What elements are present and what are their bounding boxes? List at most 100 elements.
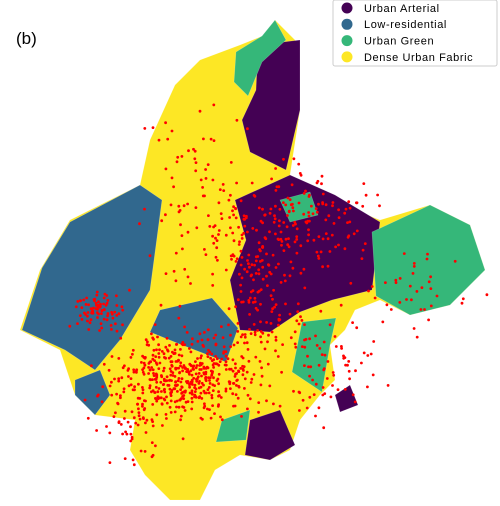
incident-point <box>137 411 141 414</box>
incident-point <box>361 204 365 208</box>
incident-point <box>232 239 236 243</box>
incident-point <box>435 294 439 298</box>
incident-point <box>217 201 221 205</box>
incident-point <box>143 126 147 130</box>
incident-point <box>122 390 126 394</box>
incident-point <box>269 322 273 325</box>
incident-point <box>169 399 173 403</box>
incident-point <box>155 380 159 384</box>
incident-point <box>214 333 218 337</box>
incident-point <box>214 236 217 240</box>
incident-point <box>182 394 186 397</box>
incident-point <box>293 240 297 244</box>
incident-point <box>317 406 321 410</box>
incident-point <box>279 237 283 241</box>
incident-point <box>119 423 123 426</box>
incident-point <box>169 370 173 373</box>
incident-point <box>286 243 290 247</box>
incident-point <box>181 340 185 344</box>
incident-point <box>141 386 144 389</box>
incident-point <box>161 424 164 427</box>
incident-point <box>384 281 387 284</box>
incident-point <box>190 407 194 411</box>
incident-point <box>277 323 280 327</box>
incident-point <box>183 343 187 347</box>
incident-point <box>286 196 290 200</box>
incident-point <box>205 391 208 395</box>
incident-point <box>193 383 197 387</box>
incident-point <box>179 361 183 365</box>
incident-point <box>228 216 232 219</box>
incident-point <box>372 340 376 343</box>
incident-point <box>389 308 393 311</box>
incident-point <box>114 322 117 326</box>
incident-point <box>197 396 201 400</box>
incident-point <box>274 349 277 353</box>
incident-point <box>297 162 301 166</box>
incident-point <box>334 345 338 348</box>
incident-point <box>234 393 238 396</box>
incident-point <box>186 202 190 206</box>
incident-point <box>157 352 161 355</box>
incident-point <box>229 367 233 371</box>
incident-point <box>232 343 236 347</box>
incident-point <box>140 361 143 364</box>
incident-point <box>261 265 265 269</box>
incident-point <box>191 383 194 386</box>
incident-point <box>155 413 159 417</box>
incident-point <box>236 341 240 344</box>
incident-point <box>273 214 276 218</box>
incident-point <box>220 325 223 328</box>
incident-point <box>236 396 240 400</box>
incident-point <box>104 303 108 307</box>
incident-point <box>186 380 190 383</box>
incident-point <box>182 364 186 367</box>
incident-point <box>176 390 179 393</box>
incident-point <box>278 404 282 408</box>
incident-point <box>367 289 370 293</box>
incident-point <box>208 408 211 411</box>
incident-point <box>360 361 363 365</box>
incident-point <box>319 250 323 254</box>
incident-point <box>276 355 280 358</box>
incident-point <box>157 387 161 390</box>
incident-point <box>385 303 389 307</box>
incident-point <box>295 235 299 239</box>
incident-point <box>144 431 148 434</box>
incident-point <box>229 333 232 337</box>
incident-point <box>108 384 112 388</box>
incident-point <box>210 396 214 400</box>
incident-point <box>250 263 254 267</box>
incident-point <box>300 319 304 322</box>
incident-point <box>248 265 251 269</box>
incident-point <box>299 315 302 319</box>
incident-point <box>279 230 283 234</box>
incident-point <box>68 324 72 328</box>
incident-point <box>168 387 172 391</box>
legend-marker <box>341 51 353 63</box>
incident-point <box>248 328 251 331</box>
urban-arterial-region <box>244 409 296 461</box>
incident-point <box>179 418 183 422</box>
incident-point <box>287 245 291 249</box>
incident-point <box>215 362 219 366</box>
incident-point <box>114 411 117 415</box>
incident-point <box>87 303 90 307</box>
incident-point <box>91 309 95 313</box>
incident-point <box>266 284 269 287</box>
incident-point <box>221 183 225 186</box>
incident-point <box>113 377 116 381</box>
incident-point <box>181 405 185 409</box>
incident-point <box>410 298 413 302</box>
incident-point <box>314 414 317 418</box>
incident-point <box>243 217 247 221</box>
incident-point <box>121 366 125 370</box>
incident-point <box>174 251 178 255</box>
incident-point <box>190 400 194 404</box>
incident-point <box>232 213 236 217</box>
incident-point <box>274 266 278 269</box>
incident-point <box>243 387 246 390</box>
incident-point <box>130 435 134 439</box>
incident-point <box>219 212 223 216</box>
